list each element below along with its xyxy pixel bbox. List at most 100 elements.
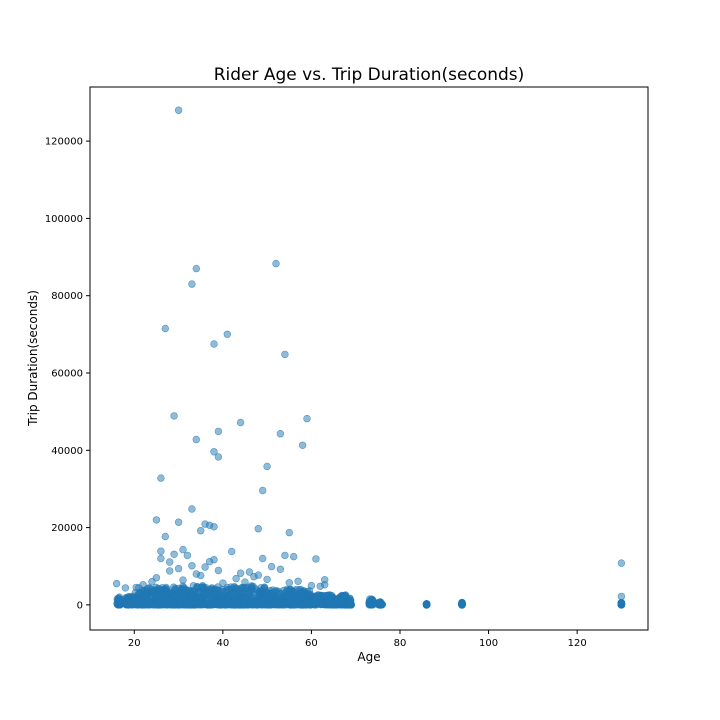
data-point — [192, 570, 201, 578]
data-point — [249, 597, 257, 605]
data-point — [267, 562, 276, 571]
data-point — [135, 590, 143, 598]
data-point — [268, 589, 277, 597]
data-point — [295, 589, 303, 598]
y-tick-label: 120000 — [45, 137, 83, 148]
data-point — [365, 598, 374, 607]
data-point — [617, 598, 626, 607]
data-point — [272, 259, 280, 268]
data-point — [245, 568, 254, 576]
data-point — [310, 599, 318, 607]
data-point — [179, 576, 187, 584]
data-point — [241, 578, 249, 586]
data-point — [281, 551, 289, 560]
data-point — [316, 582, 324, 590]
data-point — [277, 600, 285, 608]
data-point — [166, 567, 174, 575]
data-point — [288, 597, 296, 605]
data-point — [214, 427, 223, 436]
data-point — [281, 350, 289, 359]
x-axis-ticks: 20 40 60 80 100 120 — [128, 630, 587, 649]
data-point — [259, 486, 267, 495]
data-point — [236, 569, 245, 577]
data-point — [285, 528, 293, 537]
data-point — [188, 280, 196, 288]
data-point — [259, 554, 267, 563]
data-point — [121, 584, 130, 592]
x-tick-label: 100 — [479, 638, 498, 649]
data-point — [192, 264, 201, 273]
data-point — [422, 601, 431, 609]
data-point — [228, 547, 236, 556]
data-point — [285, 579, 293, 587]
x-tick-label: 120 — [568, 638, 587, 649]
data-point — [200, 583, 208, 592]
data-point — [226, 598, 235, 606]
data-point — [307, 581, 316, 590]
data-point — [248, 583, 256, 591]
data-point — [157, 585, 165, 594]
data-point — [192, 599, 200, 608]
data-point — [157, 547, 165, 555]
data-point — [347, 601, 355, 609]
data-point — [112, 579, 121, 588]
data-point — [192, 435, 201, 444]
data-point — [219, 579, 227, 587]
data-point — [166, 558, 174, 566]
data-point — [263, 575, 271, 584]
data-point — [183, 551, 192, 560]
data-points — [112, 106, 626, 609]
data-point — [157, 554, 165, 563]
data-point — [208, 584, 216, 592]
data-point — [617, 559, 626, 567]
data-point — [276, 430, 285, 438]
data-point — [115, 595, 123, 604]
x-tick-label: 40 — [216, 638, 229, 649]
data-point — [254, 524, 262, 533]
data-point — [156, 597, 165, 605]
data-point — [234, 589, 243, 598]
data-point — [303, 414, 311, 423]
data-point — [232, 574, 240, 583]
data-point — [267, 601, 275, 609]
data-point — [210, 448, 218, 456]
data-point — [161, 324, 170, 333]
data-point — [197, 526, 205, 535]
data-point — [161, 532, 170, 541]
data-point — [294, 577, 302, 585]
x-tick-label: 60 — [305, 638, 318, 649]
data-point — [148, 577, 156, 586]
data-point — [205, 557, 214, 566]
data-point — [139, 581, 147, 589]
data-point — [179, 545, 187, 554]
data-point — [201, 590, 210, 598]
data-point — [174, 106, 183, 114]
data-point — [240, 600, 249, 608]
data-point — [276, 565, 285, 573]
y-tick-label: 20000 — [51, 523, 83, 534]
data-point — [326, 597, 334, 605]
data-point — [186, 587, 195, 595]
data-point — [257, 584, 265, 592]
y-tick-label: 0 — [77, 600, 83, 611]
data-point — [378, 600, 386, 608]
data-point — [122, 599, 131, 607]
data-point — [223, 583, 232, 592]
data-point — [174, 564, 183, 573]
data-point — [170, 412, 178, 420]
x-tick-label: 80 — [394, 638, 407, 649]
data-point — [214, 453, 223, 461]
data-point — [143, 595, 152, 603]
data-point — [188, 505, 196, 513]
data-point — [201, 563, 209, 571]
y-tick-label: 60000 — [51, 368, 83, 379]
x-axis-label: Age — [357, 650, 380, 664]
plot-area-frame — [89, 86, 649, 631]
y-tick-label: 40000 — [51, 446, 83, 457]
data-point — [210, 340, 218, 348]
data-point — [214, 566, 223, 575]
y-axis-label: Trip Duration(seconds) — [26, 290, 40, 427]
data-point — [316, 595, 324, 604]
